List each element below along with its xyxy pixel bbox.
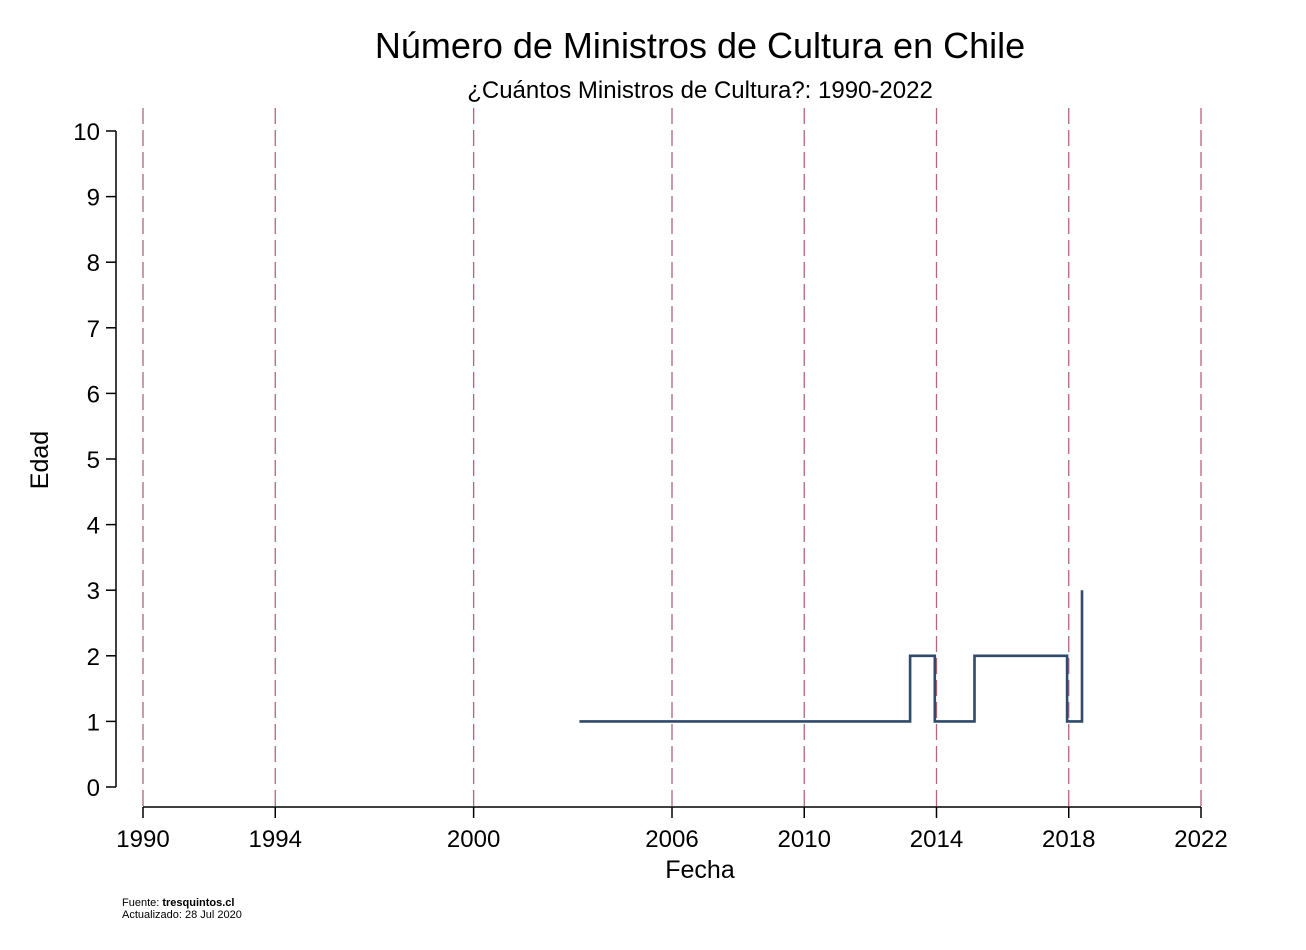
y-tick-label-1: 1 (87, 709, 100, 736)
y-tick-label-2: 2 (87, 644, 100, 671)
x-axis: 1990 1994 2000 2006 2010 2014 2018 2022 (116, 806, 1228, 853)
y-axis: 0 1 2 3 4 5 6 7 8 9 10 (73, 119, 117, 802)
x-tick-label-1994: 1994 (249, 826, 302, 853)
source-note: Fuente: tresquintos.cl (122, 897, 234, 909)
y-tick-label-7: 7 (87, 316, 100, 343)
chart-subtitle: ¿Cuántos Ministros de Cultura?: 1990-202… (467, 77, 933, 104)
source-label: Fuente: (122, 897, 163, 909)
y-axis-label: Edad (26, 431, 54, 489)
x-tick-label-2010: 2010 (778, 826, 831, 853)
y-tick-label-5: 5 (87, 447, 100, 474)
y-tick-label-0: 0 (87, 775, 100, 802)
x-tick-label-2018: 2018 (1042, 826, 1095, 853)
y-tick-label-6: 6 (87, 381, 100, 408)
y-tick-label-3: 3 (87, 578, 100, 605)
chart-title: Número de Ministros de Cultura en Chile (375, 25, 1025, 66)
y-tick-label-10: 10 (73, 119, 100, 146)
x-tick-label-2006: 2006 (645, 826, 698, 853)
x-tick-label-1990: 1990 (116, 826, 169, 853)
x-axis-label: Fecha (665, 856, 735, 884)
reference-lines (142, 108, 1202, 807)
x-tick-label-2014: 2014 (910, 826, 963, 853)
source-value: tresquintos.cl (162, 897, 235, 909)
series-line-0 (579, 590, 1084, 723)
x-tick-label-2022: 2022 (1174, 826, 1227, 853)
updated-note: Actualizado: 28 Jul 2020 (122, 909, 242, 921)
series-group (579, 590, 1084, 723)
x-tick-label-2000: 2000 (447, 826, 500, 853)
y-tick-label-4: 4 (87, 513, 100, 540)
y-tick-label-8: 8 (87, 250, 100, 277)
y-tick-label-9: 9 (87, 185, 100, 212)
